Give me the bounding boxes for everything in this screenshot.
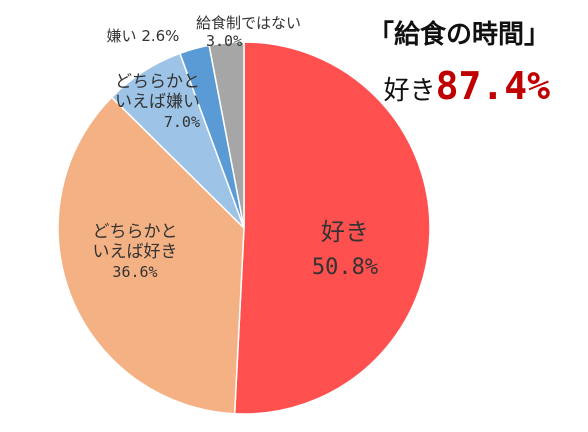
- data-label-dislike-text: 嫌い 2.6%: [106, 27, 180, 45]
- headline-summary-label: 好き: [383, 76, 436, 106]
- data-label-like-name: 好き: [321, 218, 369, 246]
- data-label-no-school-lunch-pct: 3.0%: [206, 32, 243, 50]
- data-label-like: 好き 50.8%: [300, 214, 390, 286]
- data-label-no-school-lunch-line1: 給食制ではない: [196, 14, 302, 32]
- data-label-rather-dislike: どちらかと いえば嫌い 7.0%: [76, 72, 200, 132]
- data-label-rather-dislike-pct: 7.0%: [163, 113, 200, 131]
- data-label-like-pct: 50.8%: [311, 255, 379, 280]
- data-label-dislike: 嫌い 2.6%: [88, 26, 198, 46]
- data-label-rather-like-pct: 36.6%: [112, 263, 158, 281]
- data-label-rather-like-line2: いえば好き: [92, 242, 178, 262]
- pie-slice-1: [57, 96, 245, 415]
- headline-title: 「給食の時間」: [367, 20, 550, 50]
- pie-slice-4: [208, 41, 245, 229]
- headline-block: 「給食の時間」 好き87.4%: [368, 18, 550, 111]
- headline-summary: 好き87.4%: [368, 66, 550, 111]
- pie-slice-0: [233, 41, 431, 415]
- headline-summary-value: 87.4%: [435, 64, 550, 108]
- data-label-rather-like: どちらかと いえば好き 36.6%: [60, 222, 210, 282]
- data-label-rather-dislike-line2: いえば嫌い: [115, 92, 200, 112]
- data-label-rather-dislike-line1: どちらかと: [115, 72, 200, 92]
- pie-slices: [57, 41, 431, 415]
- data-label-no-school-lunch: 給食制ではない 3.0%: [196, 14, 346, 50]
- data-label-rather-like-line1: どちらかと: [92, 222, 178, 242]
